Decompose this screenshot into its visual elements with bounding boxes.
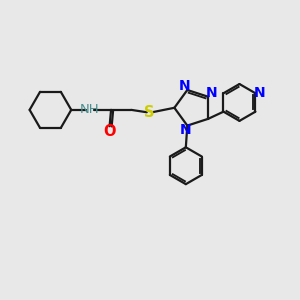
Text: N: N [206,86,217,100]
Text: N: N [180,123,192,137]
Text: NH: NH [80,103,100,116]
Text: O: O [103,124,116,139]
Text: N: N [178,80,190,93]
Text: N: N [254,85,266,100]
Text: S: S [144,105,154,120]
